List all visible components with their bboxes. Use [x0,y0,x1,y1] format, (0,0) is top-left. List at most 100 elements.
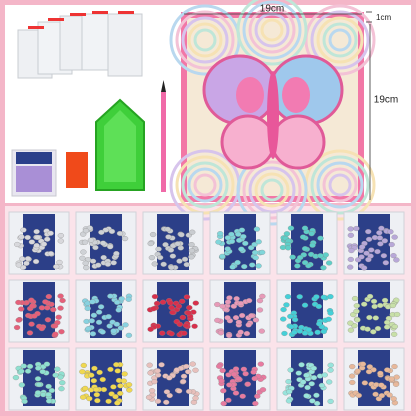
gem [125,296,132,302]
gem [83,265,90,271]
clear-bags [17,11,143,79]
mandala-ring [236,0,308,66]
gem [235,231,242,237]
gem [160,261,167,267]
gem [252,400,259,407]
gem [288,324,295,330]
gem [18,368,25,374]
gem [392,381,400,387]
gem [239,393,246,399]
gem [192,367,199,373]
gem [363,250,370,256]
gem [391,363,398,370]
gem [365,236,373,242]
gem [360,265,368,271]
gem [118,296,125,302]
gem [176,321,183,327]
gem [159,330,166,336]
gem [114,299,121,305]
gem [313,400,321,407]
gem [97,304,105,310]
gem [117,325,124,331]
gem [228,231,235,237]
gem [89,331,97,337]
gem [228,238,236,244]
gem [283,231,291,237]
gem [31,313,38,319]
gem [316,321,323,327]
gem [82,228,90,234]
gem [366,293,374,300]
gem [371,303,378,310]
gem [351,295,359,302]
gem [90,378,97,384]
gem [377,370,384,376]
gem [325,316,332,322]
mandala-ring [310,10,370,70]
gem [384,367,391,373]
mandala-ring [310,155,370,215]
gem [117,390,124,396]
purple-gems [16,166,52,192]
gem [303,393,310,399]
gem [20,227,27,233]
gem [82,385,89,391]
gem [220,388,227,394]
gem [188,248,196,254]
gem [314,329,321,335]
gem [54,366,61,372]
mandala-ring [187,167,223,203]
gem [154,398,162,404]
gem [98,229,105,235]
gem [318,382,326,388]
gem [50,307,57,313]
gem [116,230,124,237]
gem [57,238,64,244]
gem [57,305,64,311]
gem [232,366,240,372]
gem [20,363,27,369]
gem [48,387,56,394]
gem [24,368,32,374]
gem [21,398,28,405]
gem [186,305,193,311]
gem [308,381,315,387]
glue-clay [66,152,88,188]
zip [92,11,108,14]
gem [122,322,129,328]
gem [376,230,383,236]
gem [192,300,199,306]
gem [191,323,198,329]
gem [121,236,129,242]
gem [38,326,45,332]
gem [355,392,362,399]
gem [14,241,21,248]
gem [380,253,388,259]
gem [28,297,35,303]
gem [393,257,400,263]
gem [245,322,252,328]
gem [353,303,361,309]
gem [95,262,102,268]
gem [95,319,103,325]
gem [35,382,43,388]
gem [148,388,156,394]
gem [169,253,177,259]
mandala-ring [322,167,358,203]
gem [377,241,384,247]
gem [216,363,223,369]
gem [244,381,251,387]
gem [189,361,196,367]
gem [93,392,100,398]
gem [237,300,244,307]
gem [100,255,107,261]
gem [233,296,240,302]
gem [285,379,292,385]
gem [361,380,368,386]
gem [155,372,162,378]
zip [48,18,64,21]
gem [110,260,117,266]
gem [117,383,124,389]
gem [106,323,113,329]
gem [219,367,226,374]
